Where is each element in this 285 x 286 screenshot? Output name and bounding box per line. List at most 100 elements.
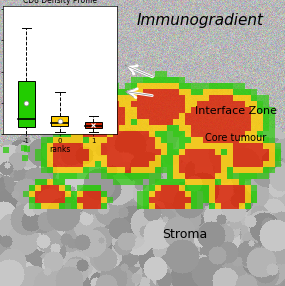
- Bar: [77, 107, 83, 113]
- Bar: [179, 197, 185, 203]
- Bar: [77, 203, 83, 209]
- Bar: [251, 155, 257, 161]
- Bar: [197, 185, 203, 191]
- Bar: [227, 155, 233, 161]
- Bar: [113, 155, 119, 161]
- Bar: [209, 149, 215, 155]
- Bar: [227, 185, 233, 191]
- Bar: [101, 191, 107, 197]
- Bar: [83, 125, 89, 131]
- Bar: [215, 149, 221, 155]
- Bar: [35, 203, 41, 209]
- Bar: [107, 197, 113, 203]
- Bar: [251, 131, 257, 137]
- Bar: [52, 116, 68, 126]
- Bar: [209, 191, 215, 197]
- Bar: [173, 77, 179, 83]
- Bar: [197, 131, 203, 137]
- Bar: [143, 101, 149, 107]
- Bar: [263, 113, 269, 119]
- Bar: [83, 83, 89, 89]
- Bar: [173, 155, 179, 161]
- Bar: [71, 167, 77, 173]
- Bar: [215, 83, 221, 89]
- Bar: [221, 173, 227, 179]
- Bar: [239, 131, 245, 137]
- Bar: [143, 191, 149, 197]
- Bar: [101, 161, 107, 167]
- Bar: [197, 197, 203, 203]
- Bar: [149, 137, 155, 143]
- Bar: [95, 191, 101, 197]
- Bar: [83, 167, 89, 173]
- Bar: [119, 137, 125, 143]
- Bar: [59, 179, 65, 185]
- Bar: [59, 131, 65, 137]
- Bar: [155, 77, 161, 83]
- Bar: [197, 95, 203, 101]
- Bar: [41, 137, 47, 143]
- Bar: [149, 77, 155, 83]
- Bar: [95, 101, 101, 107]
- Bar: [239, 149, 245, 155]
- Bar: [275, 155, 281, 161]
- Bar: [245, 131, 251, 137]
- Bar: [221, 137, 227, 143]
- Bar: [101, 83, 107, 89]
- Bar: [23, 191, 29, 197]
- Bar: [89, 197, 95, 203]
- Bar: [227, 179, 233, 185]
- Bar: [245, 161, 251, 167]
- Bar: [77, 155, 83, 161]
- Bar: [95, 131, 101, 137]
- Bar: [161, 191, 167, 197]
- Bar: [209, 143, 215, 149]
- Bar: [209, 185, 215, 191]
- Bar: [71, 107, 77, 113]
- Bar: [239, 125, 245, 131]
- Bar: [21, 145, 27, 151]
- Bar: [53, 125, 59, 131]
- Bar: [191, 203, 197, 209]
- Bar: [245, 125, 251, 131]
- Bar: [191, 131, 197, 137]
- Bar: [203, 143, 209, 149]
- Bar: [167, 125, 173, 131]
- Bar: [71, 119, 77, 125]
- Bar: [209, 179, 215, 185]
- Bar: [77, 167, 83, 173]
- Bar: [257, 101, 263, 107]
- Bar: [125, 101, 131, 107]
- Bar: [47, 197, 53, 203]
- Bar: [185, 191, 191, 197]
- Bar: [203, 107, 209, 113]
- Bar: [209, 173, 215, 179]
- Bar: [155, 197, 161, 203]
- Bar: [203, 185, 209, 191]
- Bar: [65, 137, 71, 143]
- Bar: [227, 173, 233, 179]
- Bar: [233, 119, 239, 125]
- Bar: [209, 131, 215, 137]
- Bar: [269, 119, 275, 125]
- Bar: [215, 107, 221, 113]
- Bar: [113, 161, 119, 167]
- Bar: [29, 191, 35, 197]
- Bar: [203, 119, 209, 125]
- Bar: [179, 155, 185, 161]
- Bar: [131, 167, 137, 173]
- Bar: [161, 95, 167, 101]
- Bar: [203, 89, 209, 95]
- Bar: [209, 137, 215, 143]
- Bar: [263, 161, 269, 167]
- Bar: [149, 143, 155, 149]
- Bar: [245, 173, 251, 179]
- Bar: [221, 149, 227, 155]
- Bar: [125, 95, 131, 101]
- Bar: [275, 149, 281, 155]
- Bar: [65, 155, 71, 161]
- Bar: [179, 125, 185, 131]
- Bar: [173, 125, 179, 131]
- Bar: [53, 131, 59, 137]
- Bar: [215, 185, 221, 191]
